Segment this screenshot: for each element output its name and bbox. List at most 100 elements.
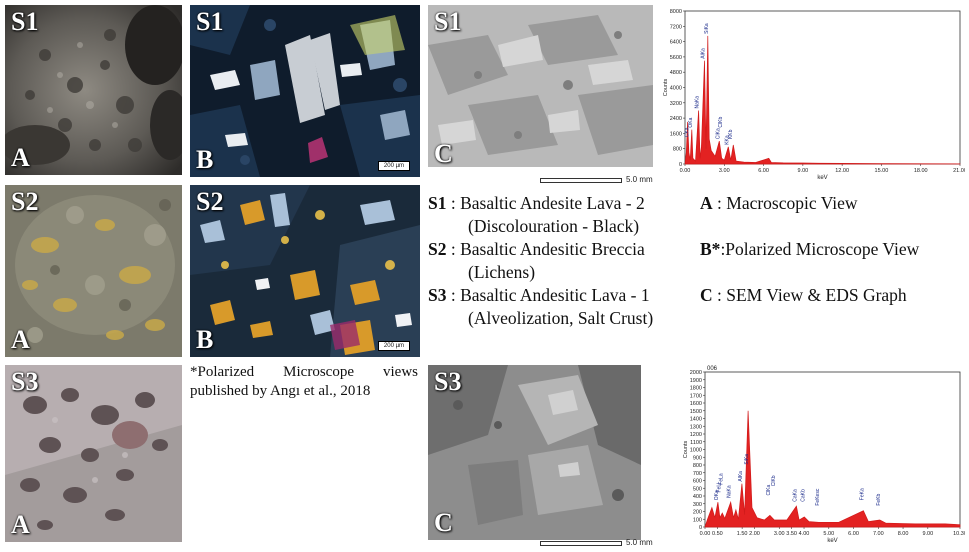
peak-label: KKa [724,135,730,145]
peak-label: NaKa [727,485,733,498]
y-tick-label: 1400 [690,417,702,423]
legend-s1: S1 : Basaltic Andesite Lava - 2 [428,192,653,215]
y-tick-label: 900 [693,455,702,461]
x-tick-label: 5.00 [823,531,834,537]
legend-s3-sub: (Alveolization, Salt Crust) [468,308,654,328]
y-tick-label: 400 [693,494,702,500]
s2-polarized-micrograph: S2 B 200 µm [190,185,420,357]
view-label: B [196,145,214,174]
y-tick-label: 1600 [690,401,702,407]
y-tick-label: 2400 [670,116,682,122]
legend-key: C [700,285,713,305]
legend-text: : Macroscopic View [717,193,858,213]
view-label: A [11,325,30,354]
figure-legend-views: A : Macroscopic View B*:Polarized Micros… [700,192,919,307]
s1-macroscopic-photo: S1 A [5,5,182,175]
x-tick-label: 15.00 [875,168,889,174]
y-tick-label: 200 [693,510,702,516]
x-tick-label: 18.00 [914,168,928,174]
citation-note: *Polarized Microscope views published by… [190,364,418,399]
y-tick-label: 1500 [690,409,702,415]
y-tick-label: 6400 [670,40,682,46]
sem-scale-label: 5.0 mm [626,175,653,184]
eds-chart-s3: 0 100 200 300 400 500 600 700 800 900 1000 1100 1200… [655,362,965,550]
s3-sem-texture [428,365,641,540]
scale-bar: 200 µm [378,161,410,171]
y-axis-label: Counts [663,79,669,97]
s2-macroscopic-image [5,185,182,357]
x-axis-label: keV [817,175,827,181]
peak-label: AlKa [738,471,744,482]
x-tick-label: 9.00 [797,168,808,174]
y-tick-label: 0 [679,162,682,168]
x-tick-label: 0.00 [680,168,691,174]
y-tick-label: 1800 [690,386,702,392]
legend-s2: S2 : Basaltic Andesitic Breccia [428,238,653,261]
legend-key: B* [700,239,721,259]
y-tick-label: 500 [693,486,702,492]
y-tick-label: 700 [693,471,702,477]
peak-label: CaKb [800,489,806,502]
view-label: C [434,139,453,168]
legend-text: : SEM View & EDS Graph [717,285,907,305]
view-label: B [196,325,214,354]
sample-label: S3 [434,367,462,396]
y-tick-label: 800 [693,463,702,469]
y-tick-label: 1200 [690,432,702,438]
y-tick-label: 7200 [670,24,682,30]
legend-text: : Basaltic Andesitic Breccia [450,239,645,259]
x-tick-label: 12.00 [835,168,849,174]
view-label: C [434,508,453,537]
y-tick-label: 3200 [670,101,682,107]
x-tick-label: 21.00 [953,168,965,174]
peak-label: FeKa [859,488,865,500]
y-tick-label: 1900 [690,378,702,384]
peak-label: SiKa [744,454,750,465]
s2-macroscopic-photo: S2 A [5,185,182,357]
chart-header: 006 [707,366,718,372]
s1-polarized-image [190,5,420,177]
peak-label: ClKb [771,475,777,486]
s1-sem-image: S1 C [428,5,653,177]
y-tick-label: 300 [693,502,702,508]
s3-sem-image: S3 C [428,365,641,540]
x-tick-label: 4.00 [799,531,810,537]
s3-macroscopic-photo: S3 A [5,365,182,542]
view-label: A [11,510,30,539]
eds-chart-s3-svg: 0100200300400500600700800900100011001200… [683,366,965,544]
sem-scale-label: 5.0 mm [626,538,653,547]
legend-text: : Basaltic Andesite Lava - 2 [450,193,645,213]
legend-s3: S3 : Basaltic Andesitic Lava - 1 [428,284,653,307]
view-label: A [11,143,30,172]
y-tick-label: 0 [699,525,702,531]
x-tick-label: 0.00 [700,531,711,537]
y-tick-label: 2000 [690,370,702,376]
x-tick-label: 8.00 [898,531,909,537]
s2-polarized-image [190,185,420,357]
x-tick-label: 2.00 [749,531,760,537]
legend-key: S3 [428,285,447,305]
y-tick-label: 1000 [690,448,702,454]
y-tick-label: 600 [693,479,702,485]
peak-label: KKb [728,129,734,139]
legend-s1-sub: (Discolouration - Black) [468,216,640,236]
sample-label: S2 [11,187,39,216]
spectrum-series [684,35,961,165]
x-tick-label: 6.00 [758,168,769,174]
x-tick-label: 3.00 [774,531,785,537]
peak-label: NaKa [695,96,701,109]
peak-label: CaKa [792,489,798,502]
spectrum-series [704,410,961,528]
peak-label: CKa [685,127,691,137]
y-tick-label: 5600 [670,55,682,61]
legend-key: S1 [428,193,447,213]
y-tick-label: 800 [673,147,682,153]
sample-label: S1 [11,7,39,36]
x-tick-label: 7.00 [873,531,884,537]
sample-label: S3 [11,367,39,396]
y-tick-label: 1100 [690,440,702,446]
legend-key: A [700,193,713,213]
sample-label: S2 [196,187,224,216]
legend-s2-sub: (Lichens) [468,262,536,282]
x-tick-label: 0.50 [712,531,723,537]
